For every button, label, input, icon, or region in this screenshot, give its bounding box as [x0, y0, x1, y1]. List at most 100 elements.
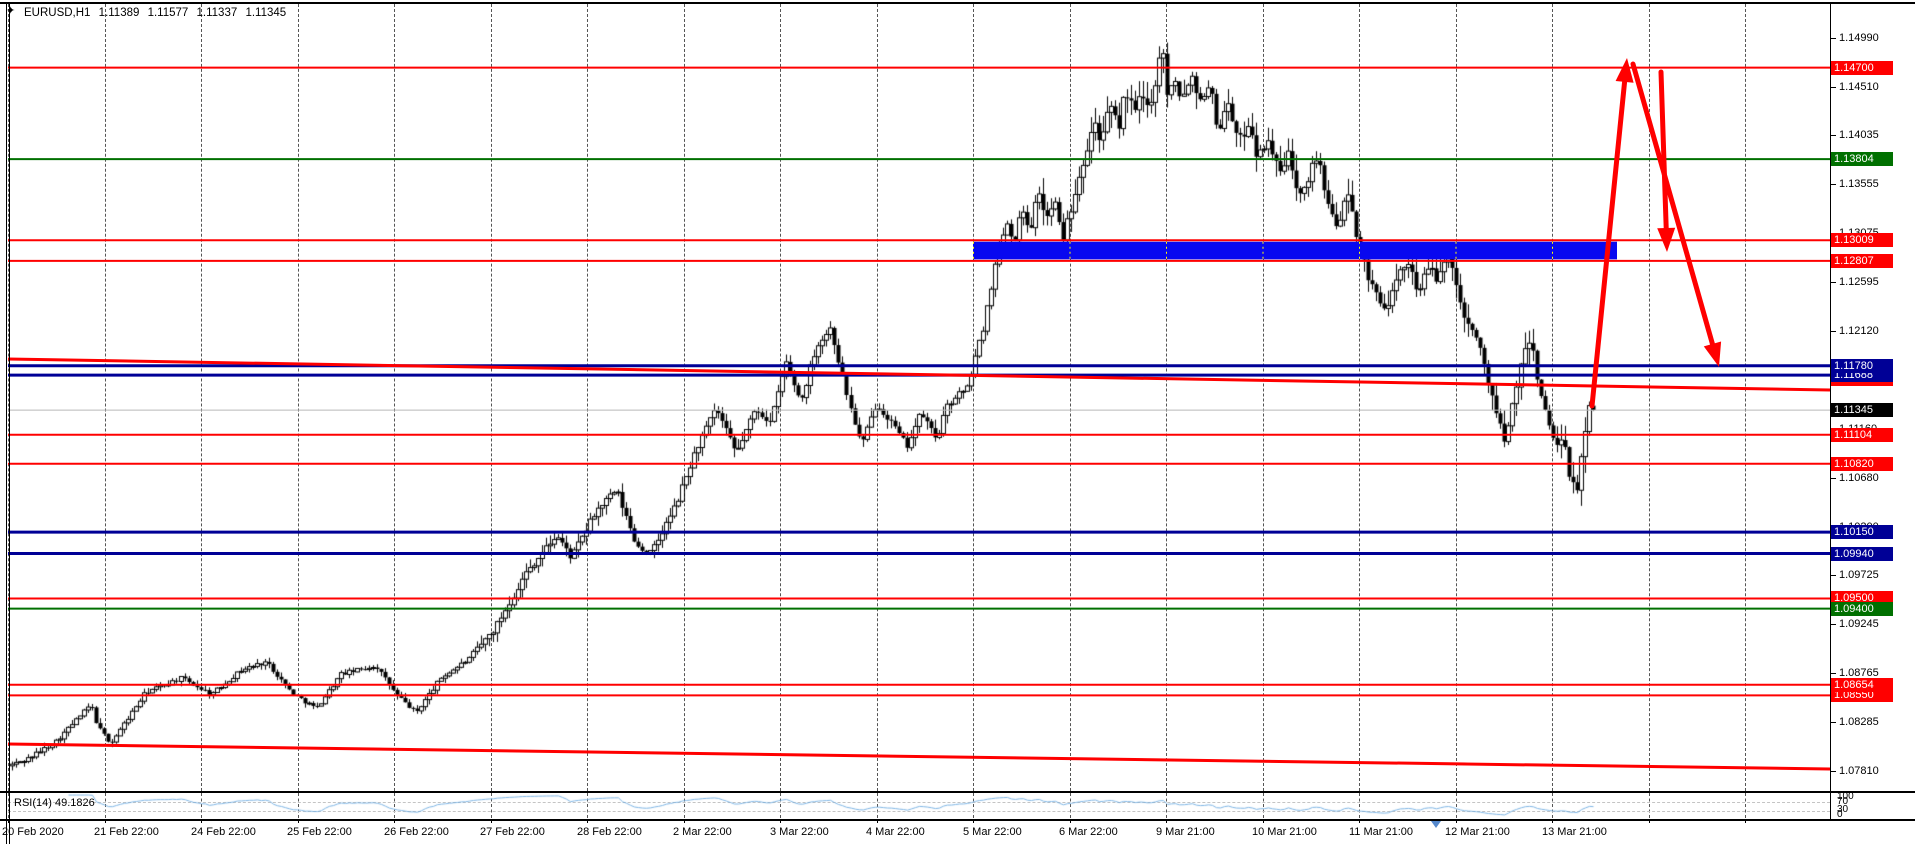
rsi-scale-label: 0	[1837, 809, 1843, 820]
time-tick	[1745, 820, 1746, 823]
price-tick-label: 1.09245	[1839, 618, 1879, 631]
time-label: 2 Mar 22:00	[673, 826, 732, 838]
time-tick	[490, 820, 492, 823]
price-tick-label: 1.14510	[1839, 81, 1879, 93]
time-tick	[8, 820, 9, 823]
time-label: 26 Feb 22:00	[384, 826, 449, 838]
time-tick	[876, 820, 878, 823]
projection-arrow-1-head[interactable]	[1615, 58, 1634, 83]
price-tick	[1830, 135, 1836, 137]
time-axis-separator	[0, 819, 1915, 821]
time-tick	[1648, 820, 1650, 823]
price-tick-label: 1.12595	[1839, 276, 1879, 289]
time-tick	[1552, 820, 1553, 823]
price-flag-1.10820: 1.10820	[1831, 456, 1893, 471]
price-flag-1.11345: 1.11345	[1831, 403, 1893, 418]
price-tick	[1830, 673, 1836, 675]
time-label: 20 Feb 2020	[2, 826, 64, 838]
cursor-icon: ✦	[6, 5, 16, 17]
left-border-inner	[9, 2, 10, 844]
price-tick-label: 1.12120	[1839, 324, 1879, 337]
price-flag-1.10150: 1.10150	[1831, 525, 1893, 540]
projection-arrow-1-shaft[interactable]	[1589, 75, 1628, 409]
open-value: 1.11389	[98, 7, 140, 19]
price-tick-label: 1.09725	[1839, 569, 1879, 582]
time-label: 13 Mar 21:00	[1542, 826, 1607, 838]
time-tick	[201, 820, 202, 823]
time-tick	[973, 820, 974, 823]
price-tick-label: 1.08765	[1839, 667, 1879, 680]
high-value: 1.11577	[147, 7, 189, 19]
time-label: 11 Mar 21:00	[1349, 826, 1414, 838]
time-tick	[1069, 820, 1071, 823]
rsi-scale-label: 100	[1837, 791, 1854, 802]
time-label: 28 Feb 22:00	[577, 826, 642, 838]
time-tick	[683, 820, 685, 823]
time-tick	[104, 820, 106, 823]
time-label: 5 Mar 22:00	[963, 826, 1022, 838]
price-tick	[1830, 477, 1836, 479]
price-tick	[1830, 770, 1836, 772]
rsi-scale-label: 70	[1837, 796, 1849, 807]
chart-shift-marker-icon	[1431, 821, 1441, 828]
price-tick	[1830, 87, 1836, 88]
price-tick	[1830, 575, 1836, 577]
price-tick-label: 1.14990	[1839, 32, 1879, 44]
time-label: 3 Mar 22:00	[770, 826, 829, 838]
time-label: 10 Mar 21:00	[1252, 826, 1317, 838]
price-tick	[1830, 184, 1836, 186]
time-tick	[297, 820, 299, 823]
price-flag-1.09940: 1.09940	[1831, 546, 1893, 561]
rsi-indicator-label: RSI(14) 49.1826	[14, 797, 95, 809]
supply-zone-rectangle[interactable]	[973, 241, 1617, 260]
time-tick	[587, 820, 588, 823]
time-label: 21 Feb 22:00	[94, 826, 159, 838]
price-tick-label: 1.14035	[1839, 129, 1879, 142]
rsi-scale-label: 30	[1837, 804, 1849, 815]
price-tick-label: 1.10680	[1839, 471, 1879, 484]
top-border	[0, 2, 1915, 4]
price-tick	[1830, 38, 1836, 39]
symbol-period-label: EURUSD,H1	[24, 7, 91, 19]
price-flag-1.11104: 1.11104	[1831, 427, 1893, 442]
time-label: 12 Mar 21:00	[1445, 826, 1510, 838]
projection-arrow-3-shaft[interactable]	[1630, 61, 1717, 351]
time-label: 6 Mar 22:00	[1059, 826, 1118, 838]
price-tick	[1830, 722, 1836, 724]
time-label: 25 Feb 22:00	[287, 826, 352, 838]
price-flag-1.08550: 1.08550	[1831, 688, 1893, 703]
time-tick	[1262, 820, 1264, 823]
price-tick	[1830, 624, 1836, 626]
symbol-info-bar: EURUSD,H1 1.11389 1.11577 1.11337 1.1134…	[24, 7, 291, 19]
projection-arrow-2-head[interactable]	[1657, 227, 1676, 252]
time-tick	[1455, 820, 1457, 823]
price-flag-1.11780: 1.11780	[1831, 358, 1893, 373]
price-flag-1.12807: 1.12807	[1831, 253, 1893, 268]
trendline-upper[interactable]	[7, 357, 1831, 392]
price-tick-label: 1.07810	[1839, 764, 1879, 777]
time-tick	[780, 820, 781, 823]
price-flag-1.13804: 1.13804	[1831, 152, 1893, 167]
rsi-separator	[0, 791, 1915, 793]
price-flag-1.13009: 1.13009	[1831, 233, 1893, 248]
price-tick-label: 1.13555	[1839, 178, 1879, 191]
time-label: 24 Feb 22:00	[191, 826, 256, 838]
axis-border	[1830, 2, 1831, 820]
projection-arrow-3-head[interactable]	[1703, 341, 1722, 368]
time-label: 9 Mar 21:00	[1156, 826, 1215, 838]
price-flag-1.14700: 1.14700	[1831, 60, 1893, 75]
close-value: 1.11345	[245, 7, 287, 19]
time-tick	[1166, 820, 1167, 823]
time-label: 27 Feb 22:00	[480, 826, 545, 838]
low-value: 1.11337	[196, 7, 238, 19]
price-tick	[1830, 282, 1836, 284]
time-tick	[394, 820, 395, 823]
trendline-lower[interactable]	[7, 742, 1831, 771]
price-tick	[1830, 330, 1836, 332]
time-label: 4 Mar 22:00	[866, 826, 925, 838]
price-flag-1.09400: 1.09400	[1831, 601, 1893, 616]
projection-arrow-2-shaft[interactable]	[1658, 69, 1669, 235]
time-tick	[1359, 820, 1360, 823]
